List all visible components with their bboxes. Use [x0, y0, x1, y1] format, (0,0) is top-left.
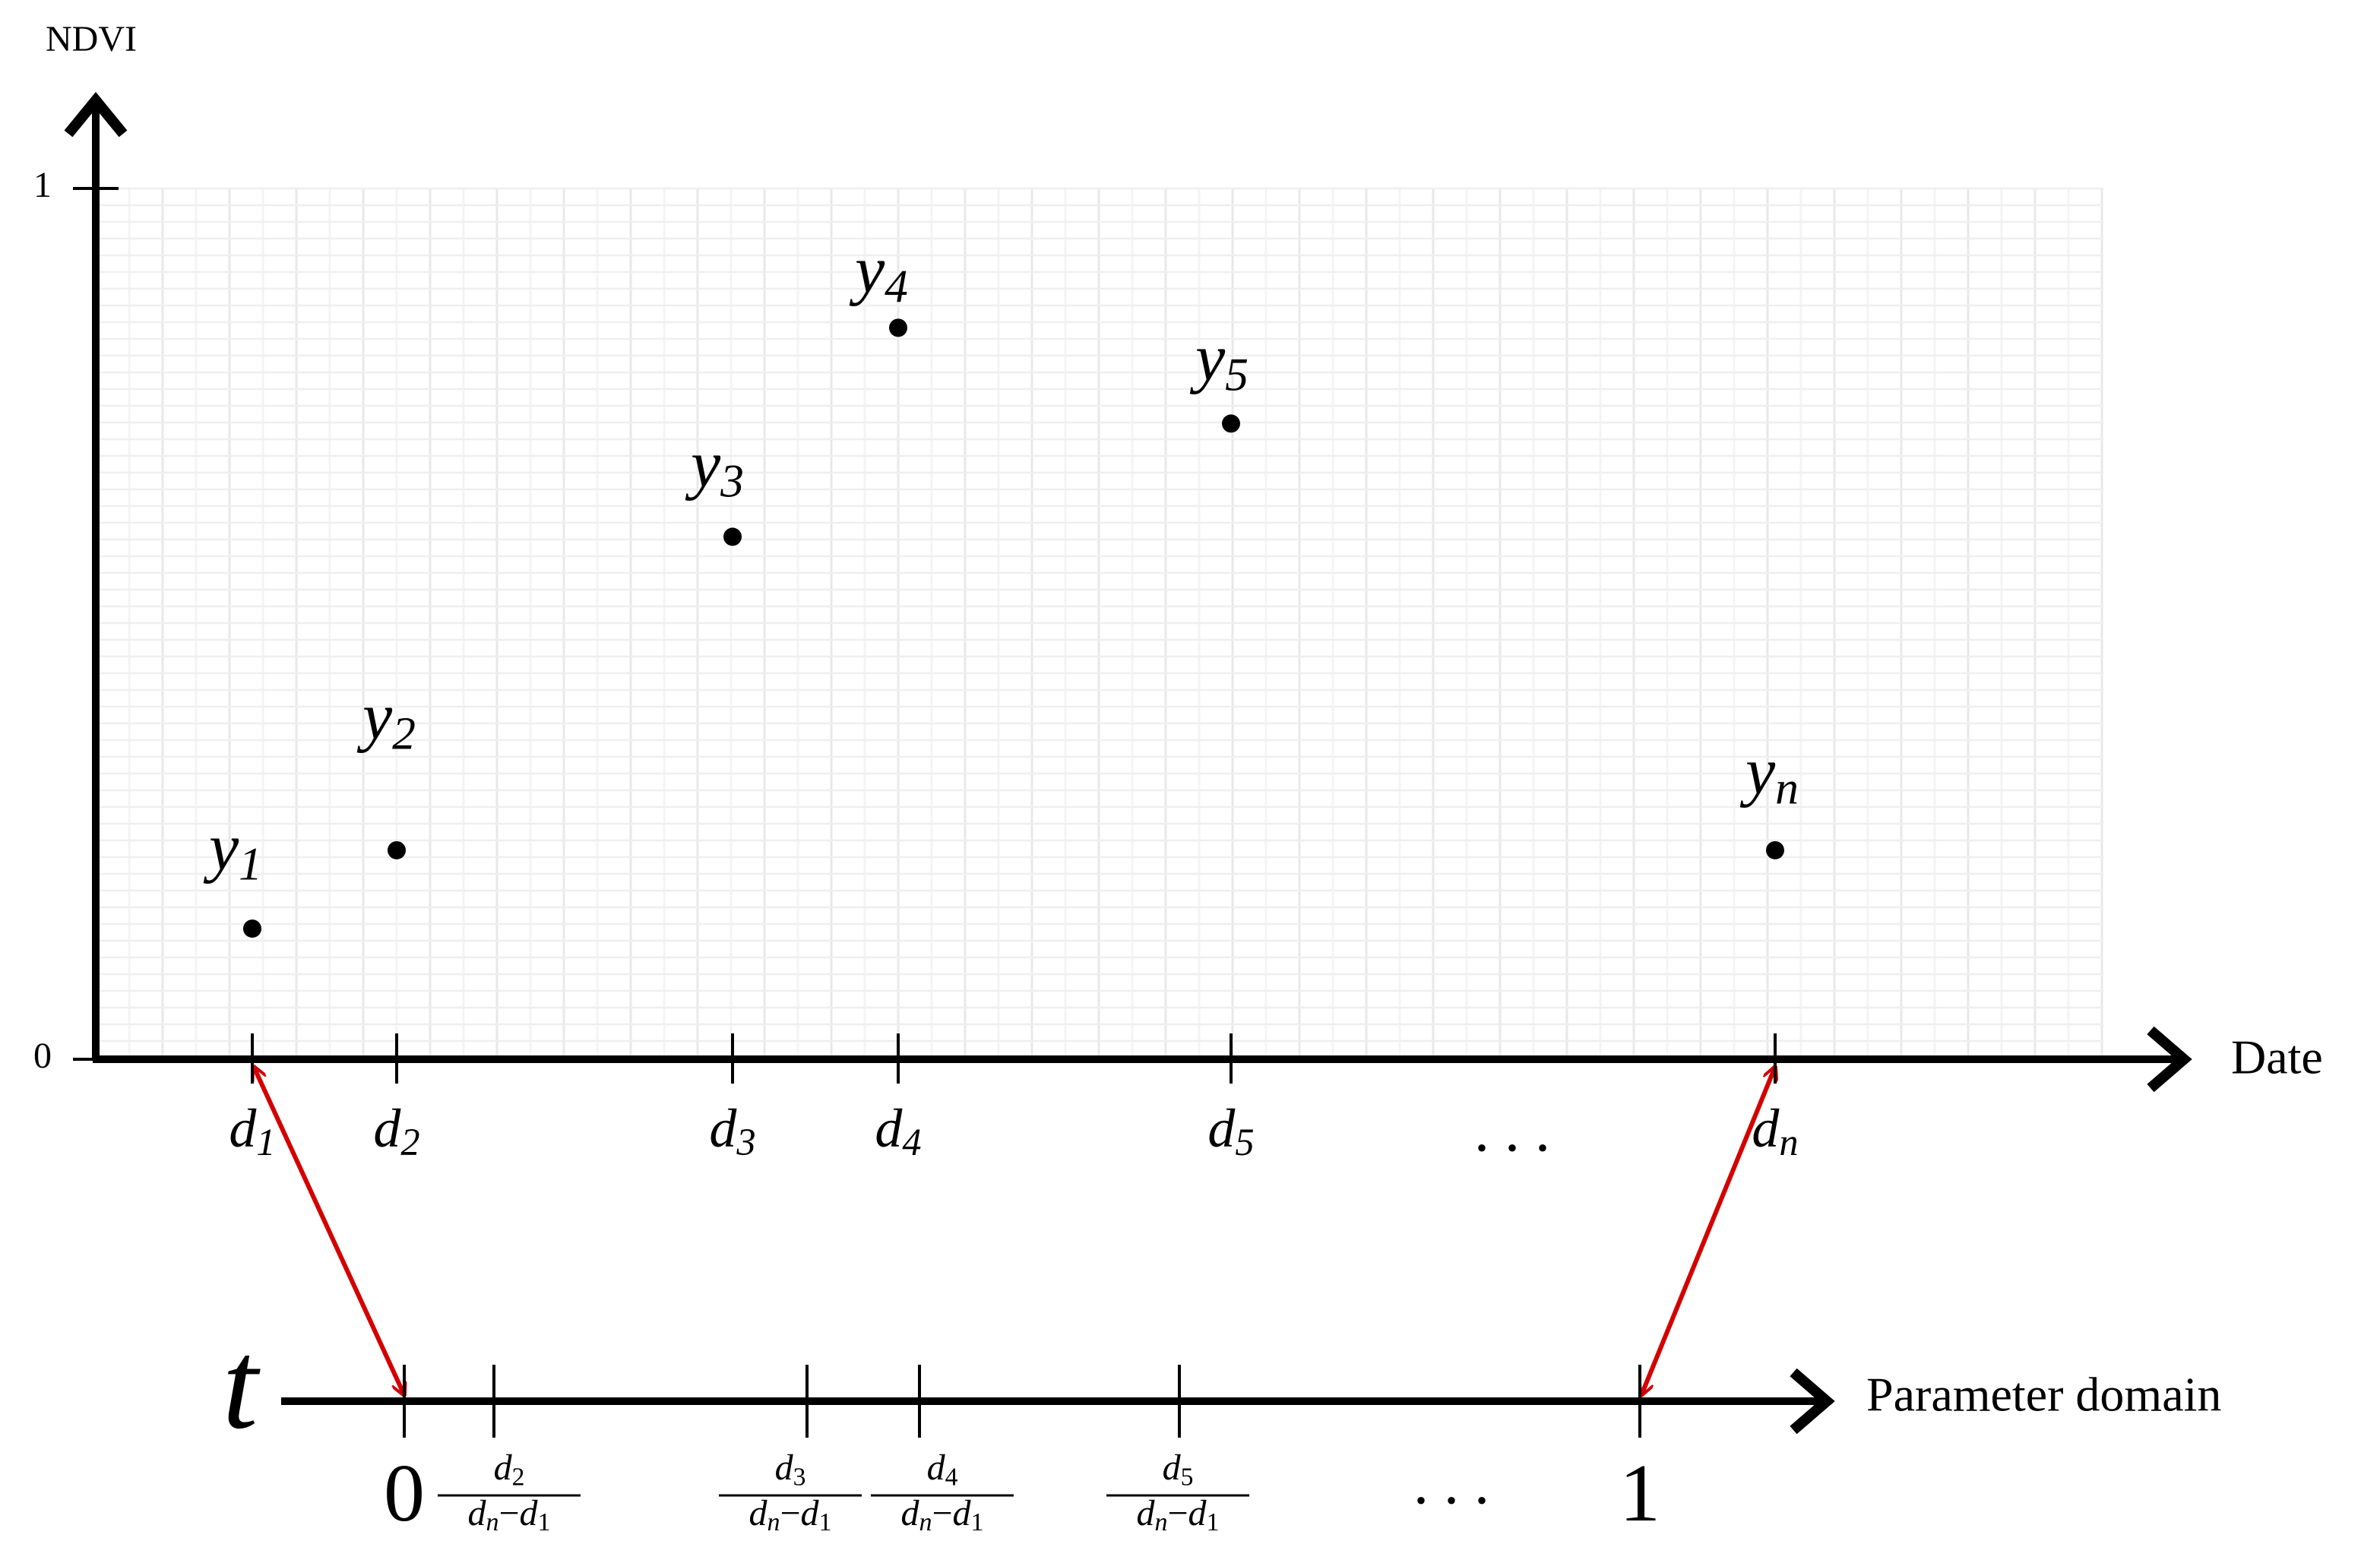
data-point: [723, 527, 742, 546]
symbol: y: [356, 680, 393, 754]
symbol: d: [953, 1493, 972, 1533]
subscript: 2: [392, 708, 416, 760]
symbol: d: [494, 1448, 513, 1488]
point-label: y1: [203, 811, 262, 890]
subscript: n: [1779, 1120, 1798, 1163]
symbol: d: [875, 1098, 903, 1159]
y-axis-label: NDVI: [46, 19, 137, 59]
fraction-numerator: d4: [927, 1448, 958, 1491]
fraction-denominator: dn−d1: [900, 1493, 983, 1536]
subscript: n: [486, 1508, 498, 1536]
mapping-arrow: [1641, 1067, 1775, 1395]
param-ellipsis: . . .: [1413, 1450, 1489, 1517]
fraction-numerator: d2: [494, 1448, 525, 1491]
subscript: 3: [793, 1463, 806, 1491]
fraction-denominator: dn−d1: [467, 1493, 550, 1536]
symbol: d: [775, 1448, 794, 1488]
param-end: 1: [1619, 1448, 1660, 1539]
fraction-denominator: dn−d1: [1136, 1493, 1219, 1536]
subscript: 1: [239, 839, 262, 891]
symbol: d: [1188, 1493, 1207, 1533]
param-symbol: t: [223, 1315, 261, 1456]
subscript: 3: [736, 1120, 755, 1163]
point-label: y2: [356, 680, 416, 759]
date-label: dn: [1752, 1098, 1798, 1163]
operator: −: [932, 1493, 952, 1533]
y-axis-arrow: [64, 91, 128, 138]
symbol: d: [1207, 1098, 1236, 1159]
subscript: 5: [1225, 350, 1249, 401]
subscript: 5: [1181, 1463, 1194, 1491]
fraction-denominator: dn−d1: [748, 1493, 831, 1536]
symbol: d: [520, 1493, 539, 1533]
point-label: y3: [685, 428, 744, 507]
subscript: n: [919, 1508, 932, 1536]
symbol: d: [900, 1493, 919, 1533]
symbol: d: [709, 1098, 737, 1159]
subscript: 4: [902, 1120, 921, 1163]
symbol: d: [1752, 1098, 1780, 1159]
subscript: 1: [1207, 1508, 1220, 1536]
data-point: [388, 840, 406, 859]
data-point: [1766, 840, 1784, 859]
subscript: 4: [945, 1463, 958, 1491]
symbol: d: [927, 1448, 946, 1488]
data-point: [889, 318, 907, 337]
date-label: d3: [709, 1098, 755, 1163]
subscript: 2: [400, 1120, 419, 1163]
symbol: d: [748, 1493, 767, 1533]
x-axis-arrow: [2147, 1026, 2192, 1093]
param-axis-label: Parameter domain: [1866, 1368, 2221, 1422]
point-label: y5: [1189, 321, 1249, 400]
subscript: 3: [720, 456, 744, 508]
fraction-numerator: d5: [1163, 1448, 1194, 1491]
subscript: 1: [971, 1508, 984, 1536]
param-axis-arrow: [1790, 1368, 1835, 1435]
symbol: d: [1136, 1493, 1155, 1533]
subscript: 1: [256, 1120, 275, 1163]
subscript: n: [1154, 1508, 1167, 1536]
subscript: 5: [1235, 1120, 1254, 1163]
symbol: d: [1163, 1448, 1182, 1488]
symbol: y: [1739, 735, 1776, 808]
x-axis-label: Date: [2231, 1030, 2323, 1084]
symbol: d: [467, 1493, 486, 1533]
subscript: 2: [512, 1463, 525, 1491]
symbol: d: [801, 1493, 820, 1533]
date-label: d5: [1207, 1098, 1254, 1163]
subscript: 4: [885, 261, 908, 313]
data-point: [1222, 414, 1240, 433]
date-label: d4: [875, 1098, 921, 1163]
point-label: yn: [1739, 735, 1799, 814]
symbol: y: [849, 233, 885, 307]
point-label: y4: [849, 233, 908, 312]
symbol: y: [685, 428, 721, 502]
symbol: d: [229, 1098, 257, 1159]
data-point: [243, 919, 261, 938]
grid: [94, 187, 2103, 1059]
symbol: y: [203, 811, 239, 884]
subscript: n: [767, 1508, 780, 1536]
date-ellipsis: . . .: [1474, 1097, 1550, 1164]
y-tick-label: 0: [33, 1036, 52, 1076]
date-label: d1: [229, 1098, 275, 1163]
operator: −: [1167, 1493, 1188, 1533]
mapping-arrow: [254, 1067, 404, 1395]
subscript: 1: [538, 1508, 551, 1536]
y-tick-label: 1: [33, 165, 52, 205]
fraction-numerator: d3: [775, 1448, 806, 1491]
subscript: 1: [819, 1508, 832, 1536]
param-start: 0: [384, 1448, 425, 1539]
date-label: d2: [373, 1098, 419, 1163]
subscript: n: [1775, 763, 1799, 815]
symbol: d: [373, 1098, 401, 1159]
operator: −: [498, 1493, 519, 1533]
operator: −: [780, 1493, 800, 1533]
symbol: y: [1189, 321, 1226, 395]
